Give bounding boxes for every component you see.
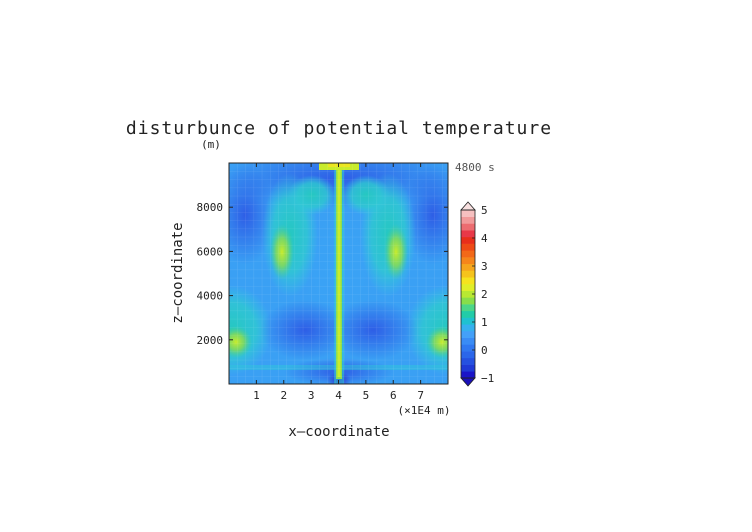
colorbar-level bbox=[461, 297, 475, 305]
chart-title: disturbunce of potential temperature bbox=[126, 118, 552, 139]
colorbar-level bbox=[461, 236, 475, 244]
colorbar-level bbox=[461, 216, 475, 224]
colorbar-tick-label: 0 bbox=[481, 344, 488, 357]
colorbar-tick-label: 3 bbox=[481, 260, 488, 273]
x-tick-label: 2 bbox=[280, 389, 287, 402]
colorbar-level bbox=[461, 210, 475, 218]
colorbar-level bbox=[461, 263, 475, 271]
colorbar-level bbox=[461, 357, 475, 365]
colorbar-tick-label: −1 bbox=[481, 372, 494, 385]
colorbar: −1 0 1 2 3 4 5 bbox=[460, 201, 494, 387]
colorbar-tick-label: 5 bbox=[481, 204, 488, 217]
colorbar-level bbox=[461, 310, 475, 318]
colorbar-level bbox=[461, 330, 475, 338]
colorbar-level bbox=[461, 230, 475, 238]
time-label: 4800 s bbox=[455, 161, 495, 174]
x-tick-label: 5 bbox=[363, 389, 370, 402]
colorbar-level bbox=[461, 257, 475, 265]
colorbar-level bbox=[461, 270, 475, 278]
colorbar-level bbox=[461, 364, 475, 372]
x-unit-label: (×1E4 m) bbox=[398, 404, 451, 417]
y-unit-label: (m) bbox=[201, 138, 221, 151]
y-axis-label: z—coordinate bbox=[170, 222, 186, 323]
x-tick-label: 6 bbox=[390, 389, 397, 402]
colorbar-level bbox=[461, 304, 475, 312]
x-axis-label: x—coordinate bbox=[288, 424, 389, 440]
y-tick-label: 2000 bbox=[197, 334, 224, 347]
x-tick-label: 3 bbox=[308, 389, 315, 402]
colorbar-tick-label: 2 bbox=[481, 288, 488, 301]
colorbar-level bbox=[461, 344, 475, 352]
x-tick-label: 1 bbox=[253, 389, 260, 402]
colorbar-level bbox=[461, 283, 475, 291]
colorbar-tick-label: 4 bbox=[481, 232, 488, 245]
heatmap-field bbox=[229, 163, 448, 384]
colorbar-level bbox=[461, 243, 475, 251]
y-tick-label: 6000 bbox=[197, 245, 224, 258]
colorbar-level bbox=[461, 277, 475, 285]
colorbar-extend-min bbox=[460, 377, 476, 387]
x-tick-label: 4 bbox=[335, 389, 342, 402]
y-tick-label: 8000 bbox=[197, 201, 224, 214]
axes: 1 2 3 4 5 6 7 2000 4000 6000 8000 bbox=[197, 163, 448, 402]
colorbar-tick-label: 1 bbox=[481, 316, 488, 329]
colorbar-extend-max bbox=[460, 201, 476, 211]
colorbar-level bbox=[461, 250, 475, 258]
y-tick-label: 4000 bbox=[197, 290, 224, 303]
colorbar-level bbox=[461, 337, 475, 345]
x-tick-label: 7 bbox=[417, 389, 424, 402]
colorbar-level bbox=[461, 317, 475, 325]
colorbar-level bbox=[461, 351, 475, 359]
colorbar-level bbox=[461, 324, 475, 332]
colorbar-level bbox=[461, 371, 475, 379]
colorbar-level bbox=[461, 290, 475, 298]
colorbar-level bbox=[461, 223, 475, 231]
